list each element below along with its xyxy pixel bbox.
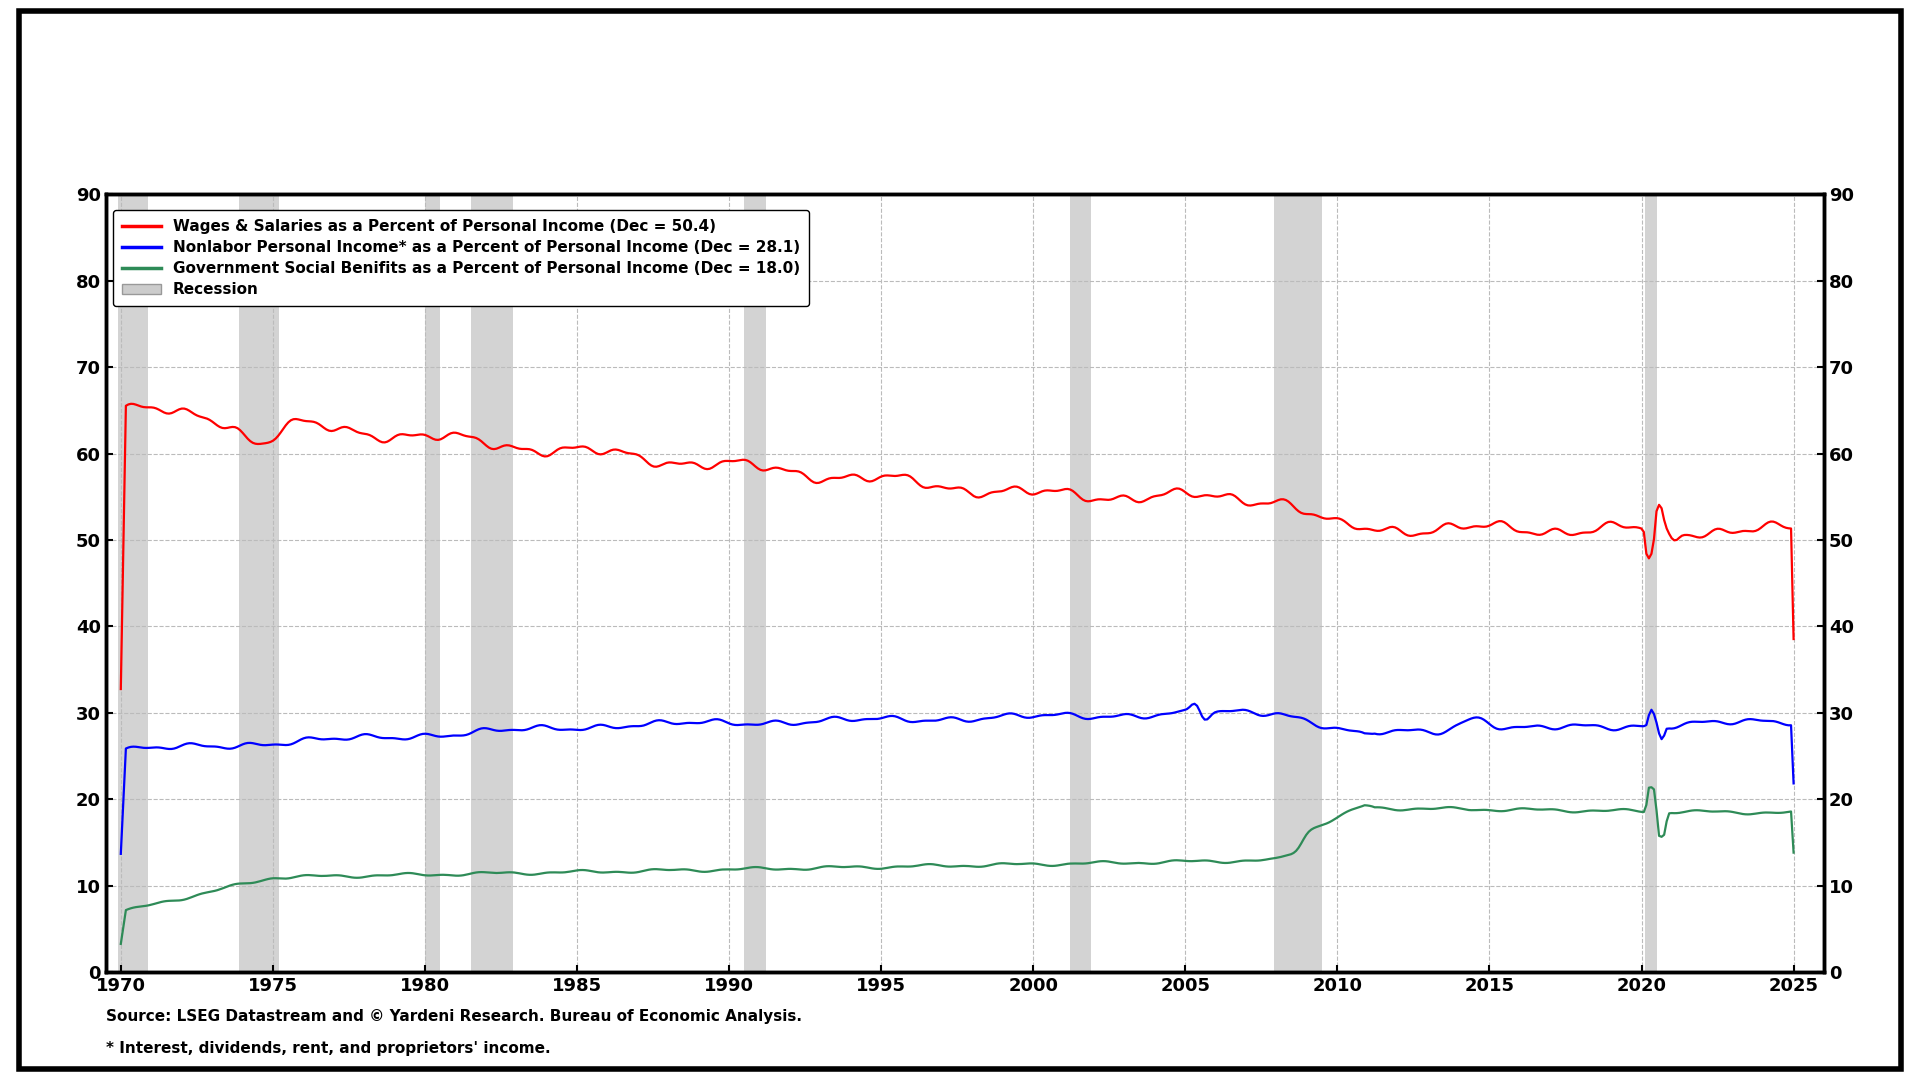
Bar xyxy=(1273,194,1323,972)
Bar xyxy=(117,194,148,972)
Legend: Wages & Salaries as a Percent of Personal Income (Dec = 50.4), Nonlabor Personal: Wages & Salaries as a Percent of Persona… xyxy=(113,210,808,307)
Bar xyxy=(240,194,278,972)
Bar xyxy=(1645,194,1657,972)
Bar xyxy=(470,194,513,972)
Text: * Interest, dividends, rent, and proprietors' income.: * Interest, dividends, rent, and proprie… xyxy=(106,1041,551,1056)
Text: SELECTED NOMINAL PERSONAL INCOME AS A PERCENT OF TOTAL PERSONAL INCOME: SELECTED NOMINAL PERSONAL INCOME AS A PE… xyxy=(265,93,1329,112)
Text: (percent, saar): (percent, saar) xyxy=(730,146,864,163)
Text: Source: LSEG Datastream and © Yardeni Research. Bureau of Economic Analysis.: Source: LSEG Datastream and © Yardeni Re… xyxy=(106,1009,803,1024)
Bar xyxy=(745,194,766,972)
Bar xyxy=(1069,194,1091,972)
Bar xyxy=(424,194,440,972)
